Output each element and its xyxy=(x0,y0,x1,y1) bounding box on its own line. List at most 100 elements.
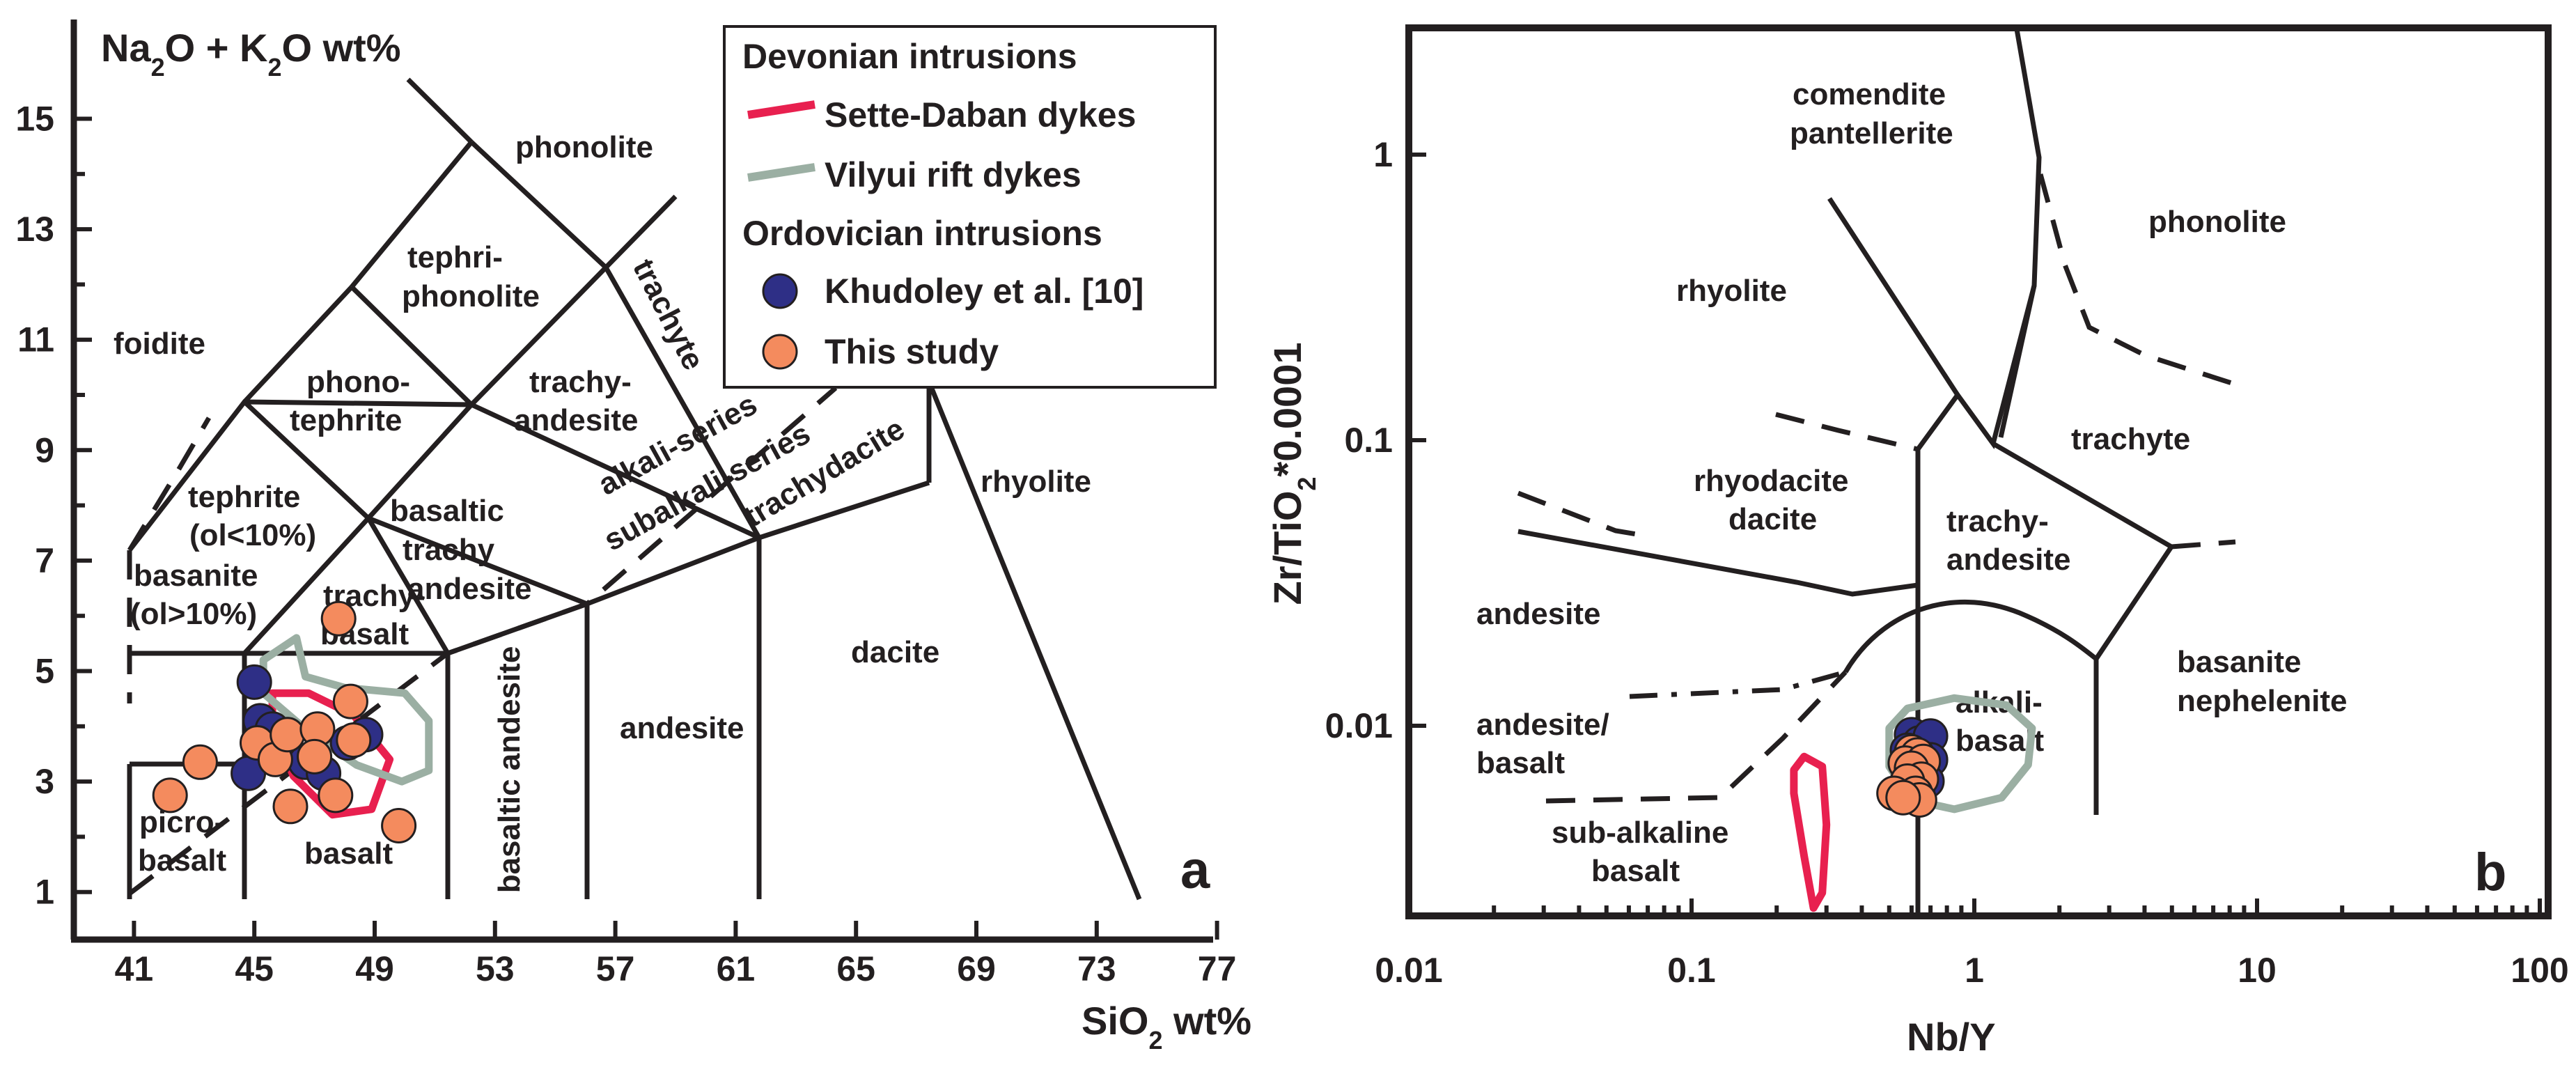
boundary-b-comendite-right xyxy=(1998,29,2042,438)
panel-a-this-study-point xyxy=(152,777,188,814)
boundary-b-rhyolite-base xyxy=(1916,285,2037,451)
label-b-trachyandesite-1: trachy- xyxy=(1946,504,2049,538)
label-basanite-2: (ol>10%) xyxy=(130,597,257,631)
label-b-comendite-2: pantellerite xyxy=(1790,116,1953,150)
panel-b-frame xyxy=(1405,24,2552,919)
boundary-trachybasalt-btandesite xyxy=(367,515,588,607)
panel-b-x-tick-label: 100 xyxy=(2511,951,2568,990)
legend-khudoley-marker xyxy=(762,273,798,309)
label-b-rhyodacite-2: dacite xyxy=(1728,502,1817,536)
label-b-basanite-2: nephelenite xyxy=(2177,684,2348,718)
label-phonotephrite-2: tephrite xyxy=(290,403,402,437)
label-foidite: foidite xyxy=(114,327,205,361)
boundary-b-rhyolite-left xyxy=(1827,197,1960,396)
panel-a-x-tick-label: 57 xyxy=(596,949,635,988)
boundary-tephriphonolite-trachyandesite xyxy=(469,265,608,407)
label-b-subalkaline-2: basalt xyxy=(1591,854,1680,888)
panel-a-y-tick-label: 1 xyxy=(35,873,54,912)
panel-a-x-tick-label: 41 xyxy=(115,949,154,988)
panel-a-y-label: Na2O + K2O wt% xyxy=(101,26,401,81)
panel-a-y-tick-label: 5 xyxy=(35,652,54,691)
label-b-subalkaline-1: sub-alkaline xyxy=(1552,816,1728,850)
panel-a-x-tick-label: 65 xyxy=(836,949,875,988)
label-trachyandesite-2: andesite xyxy=(514,403,639,437)
panel-b-this-study-point xyxy=(1885,779,1921,816)
label-tephrite-2: (ol<10%) xyxy=(189,518,316,552)
panel-a-letter: a xyxy=(1180,841,1210,900)
panel-a-y-tick-label: 11 xyxy=(17,320,54,359)
boundary-trachyandesite-trachyte xyxy=(603,266,762,539)
panel-b-field-labels: comendite pantellerite phonolite rhyolit… xyxy=(1476,77,2348,888)
label-basaltic-andesite: basaltic andesite xyxy=(492,646,526,894)
boundary-tephriphonolite-phonolite xyxy=(469,140,608,270)
panel-b-points xyxy=(1876,717,1949,818)
panel-b-x-label: Nb/Y xyxy=(1907,1015,1996,1059)
label-b-comendite-1: comendite xyxy=(1793,77,1946,111)
panel-b-field-boundaries xyxy=(1517,29,2244,916)
boundary-b-andesite-basalt-dashdot xyxy=(1629,669,1846,699)
label-tephrite-1: tephrite xyxy=(188,480,300,514)
boundary-tephrite-chain xyxy=(127,399,760,552)
legend-khudoley: Khudoley et al. [10] xyxy=(825,272,1143,311)
label-trachyte: trachyte xyxy=(626,254,710,375)
boundary-b-rhyodacite-dashed xyxy=(1775,412,1919,452)
label-b-andesite-basalt-1: andesite/ xyxy=(1476,708,1609,742)
boundary-b-alkali-curve xyxy=(1843,599,2098,674)
label-picrobasalt-2: basalt xyxy=(138,843,227,878)
boundary-phonotephrite-tephriphonolite xyxy=(350,285,474,407)
legend-vilyui-swatch xyxy=(747,163,815,182)
panel-a-y-tick-label: 3 xyxy=(35,762,54,801)
panel-b-sette-daban-outline xyxy=(1790,752,1831,912)
panel-a-x-tick-label: 77 xyxy=(1198,949,1237,988)
label-b-rhyolite: rhyolite xyxy=(1676,274,1787,308)
panel-a-khudoley-point xyxy=(236,664,272,700)
boundary-foidite-tephriphonolite xyxy=(350,140,474,289)
panel-b-y-tick-label: 0.01 xyxy=(1325,706,1393,745)
panel-a-x-tick-label: 69 xyxy=(957,949,996,988)
legend-devonian-header: Devonian intrusions xyxy=(742,37,1077,76)
boundary-foidite-phonotephrite xyxy=(242,285,354,404)
label-andesite-a: andesite xyxy=(620,711,744,745)
label-b-andesite-basalt-2: basalt xyxy=(1476,746,1566,780)
panel-b-outlines xyxy=(1790,694,2036,912)
legend-ordovician-header: Ordovician intrusions xyxy=(742,214,1102,253)
panel-a-this-study-point xyxy=(320,600,357,637)
legend-vilyui: Vilyui rift dykes xyxy=(825,155,1082,194)
boundary-upper-series xyxy=(446,480,930,656)
legend-sette-daban: Sette-Daban dykes xyxy=(825,95,1136,134)
panel-b-y-tick-label: 1 xyxy=(1373,135,1393,174)
boundary-b-phonolite-dashed xyxy=(2038,173,2244,389)
legend-this-study-marker xyxy=(762,334,798,370)
panel-a-x-tick-label: 53 xyxy=(476,949,515,988)
panel-a-y-tick-label: 9 xyxy=(35,430,54,469)
panel-b-x-tick-label: 10 xyxy=(2238,951,2277,990)
label-b-andesite: andesite xyxy=(1476,597,1601,631)
panel-a-x-tick-label: 45 xyxy=(235,949,274,988)
panel-a-this-study-point xyxy=(336,722,372,758)
label-tephriphonolite-1: tephri- xyxy=(407,240,503,274)
boundary-b-trachyte-dashed xyxy=(2171,539,2236,550)
label-tephriphonolite-2: phonolite xyxy=(402,279,540,313)
panel-a-x-tick-label: 73 xyxy=(1077,949,1116,988)
panel-b-y-tick-label: 0.1 xyxy=(1344,421,1393,460)
legend-this-study: This study xyxy=(825,332,999,371)
label-basaltic-trachyandesite-3: andesite xyxy=(407,572,532,606)
label-dacite: dacite xyxy=(851,635,939,669)
boundary-tephrite-phono xyxy=(242,400,370,520)
label-basaltic-trachyandesite-2: trachy xyxy=(403,533,495,567)
legend-box xyxy=(723,25,1217,389)
boundary-b-subalkaline-dashed xyxy=(1545,670,1848,804)
label-basalt-a: basalt xyxy=(304,836,393,871)
panel-a-y-tick-label: 15 xyxy=(15,100,54,139)
panel-b-x-tick-label: 0.1 xyxy=(1667,951,1716,990)
label-picrobasalt-1: picro- xyxy=(139,805,224,839)
label-b-trachyte: trachyte xyxy=(2071,422,2190,456)
boundary-dacite-rhyolite xyxy=(926,380,1142,901)
panel-a-this-study-point xyxy=(182,744,218,780)
label-phonotephrite-1: phono- xyxy=(306,365,410,399)
panel-a-y-tick-label: 13 xyxy=(15,210,54,249)
panel-a-x-tick-label: 61 xyxy=(717,949,756,988)
panel-a-field-boundaries xyxy=(127,77,1142,901)
panel-b-x-tick-label: 1 xyxy=(1965,951,1984,990)
